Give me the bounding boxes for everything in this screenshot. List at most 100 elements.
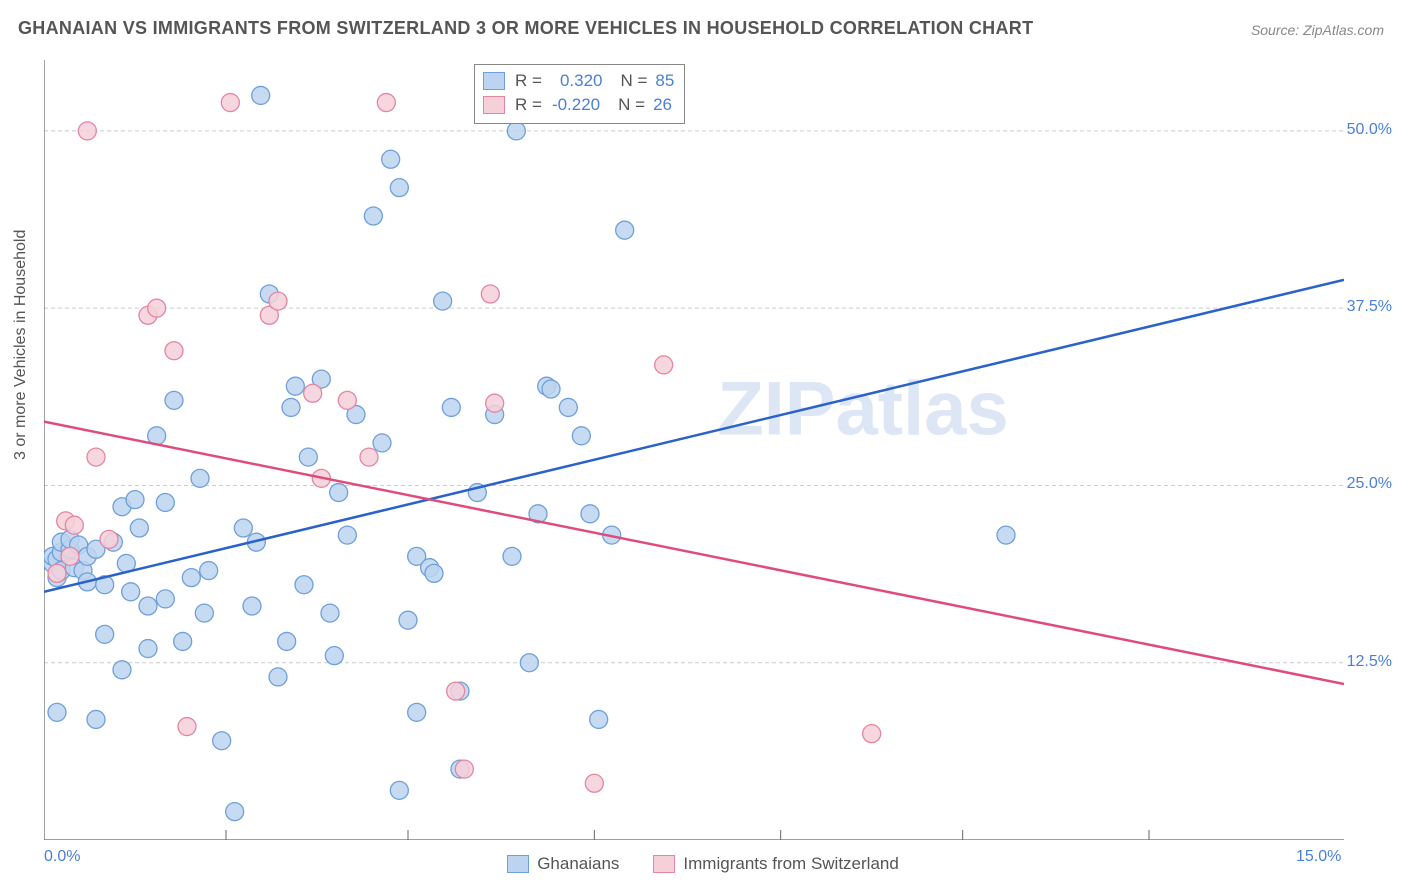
n-value: 85 — [655, 71, 674, 91]
data-point — [48, 564, 66, 582]
stats-legend-row-2: R = -0.220 N = 26 — [483, 93, 674, 117]
legend-label: Immigrants from Switzerland — [683, 854, 898, 874]
legend-label: Ghanaians — [537, 854, 619, 874]
data-point — [364, 207, 382, 225]
data-point — [213, 732, 231, 750]
data-point — [100, 530, 118, 548]
data-point — [486, 394, 504, 412]
stats-legend-row-1: R = 0.320 N = 85 — [483, 69, 674, 93]
data-point — [655, 356, 673, 374]
data-point — [321, 604, 339, 622]
stats-legend: R = 0.320 N = 85 R = -0.220 N = 26 — [474, 64, 685, 124]
y-tick-label: 37.5% — [1347, 298, 1392, 316]
data-point — [338, 391, 356, 409]
y-tick-label: 25.0% — [1347, 475, 1392, 493]
data-point — [585, 774, 603, 792]
data-point — [234, 519, 252, 537]
data-point — [481, 285, 499, 303]
trend-line — [44, 422, 1344, 684]
legend-swatch-icon — [507, 855, 529, 873]
y-tick-label: 12.5% — [1347, 653, 1392, 671]
data-point — [325, 647, 343, 665]
data-point — [542, 380, 560, 398]
data-point — [156, 493, 174, 511]
data-point — [122, 583, 140, 601]
data-point — [243, 597, 261, 615]
data-point — [408, 703, 426, 721]
data-point — [559, 398, 577, 416]
data-point — [139, 640, 157, 658]
data-point — [165, 342, 183, 360]
data-point — [581, 505, 599, 523]
data-point — [226, 803, 244, 821]
data-point — [590, 710, 608, 728]
data-point — [507, 122, 525, 140]
data-point — [48, 703, 66, 721]
data-point — [304, 384, 322, 402]
data-point — [87, 710, 105, 728]
data-point — [360, 448, 378, 466]
data-point — [269, 668, 287, 686]
data-point — [195, 604, 213, 622]
data-point — [178, 718, 196, 736]
data-point — [156, 590, 174, 608]
data-point — [447, 682, 465, 700]
series-legend: Ghanaians Immigrants from Switzerland — [0, 854, 1406, 874]
n-label: N = — [618, 95, 645, 115]
data-point — [997, 526, 1015, 544]
x-tick-label: 15.0% — [1296, 848, 1341, 866]
r-value: -0.220 — [552, 95, 600, 115]
legend-item: Ghanaians — [507, 854, 619, 874]
y-axis-label: 3 or more Vehicles in Household — [12, 230, 30, 460]
data-point — [130, 519, 148, 537]
data-point — [455, 760, 473, 778]
data-point — [434, 292, 452, 310]
legend-item: Immigrants from Switzerland — [653, 854, 898, 874]
legend-swatch-icon — [483, 72, 505, 90]
data-point — [191, 469, 209, 487]
data-point — [295, 576, 313, 594]
data-point — [126, 491, 144, 509]
data-point — [65, 516, 83, 534]
data-point — [399, 611, 417, 629]
data-point — [278, 632, 296, 650]
data-point — [174, 632, 192, 650]
data-point — [442, 398, 460, 416]
data-point — [338, 526, 356, 544]
chart-title: GHANAIAN VS IMMIGRANTS FROM SWITZERLAND … — [18, 18, 1033, 39]
data-point — [390, 179, 408, 197]
data-point — [520, 654, 538, 672]
data-point — [165, 391, 183, 409]
y-tick-label: 50.0% — [1347, 121, 1392, 139]
data-point — [863, 725, 881, 743]
data-point — [382, 150, 400, 168]
data-point — [373, 434, 391, 452]
data-point — [221, 94, 239, 112]
trend-line — [44, 280, 1344, 592]
legend-swatch-icon — [483, 96, 505, 114]
legend-swatch-icon — [653, 855, 675, 873]
data-point — [113, 661, 131, 679]
data-point — [425, 564, 443, 582]
data-point — [269, 292, 287, 310]
r-label: R = — [515, 71, 542, 91]
x-tick-label: 0.0% — [44, 848, 80, 866]
n-value: 26 — [653, 95, 672, 115]
data-point — [572, 427, 590, 445]
data-point — [148, 299, 166, 317]
data-point — [377, 94, 395, 112]
source-attribution: Source: ZipAtlas.com — [1251, 22, 1384, 38]
data-point — [286, 377, 304, 395]
data-point — [330, 484, 348, 502]
data-point — [252, 86, 270, 104]
data-point — [139, 597, 157, 615]
data-point — [87, 448, 105, 466]
data-point — [96, 625, 114, 643]
data-point — [200, 562, 218, 580]
data-point — [61, 547, 79, 565]
n-label: N = — [620, 71, 647, 91]
data-point — [182, 569, 200, 587]
watermark: ZIPatlas — [717, 366, 1008, 451]
data-point — [616, 221, 634, 239]
r-label: R = — [515, 95, 542, 115]
